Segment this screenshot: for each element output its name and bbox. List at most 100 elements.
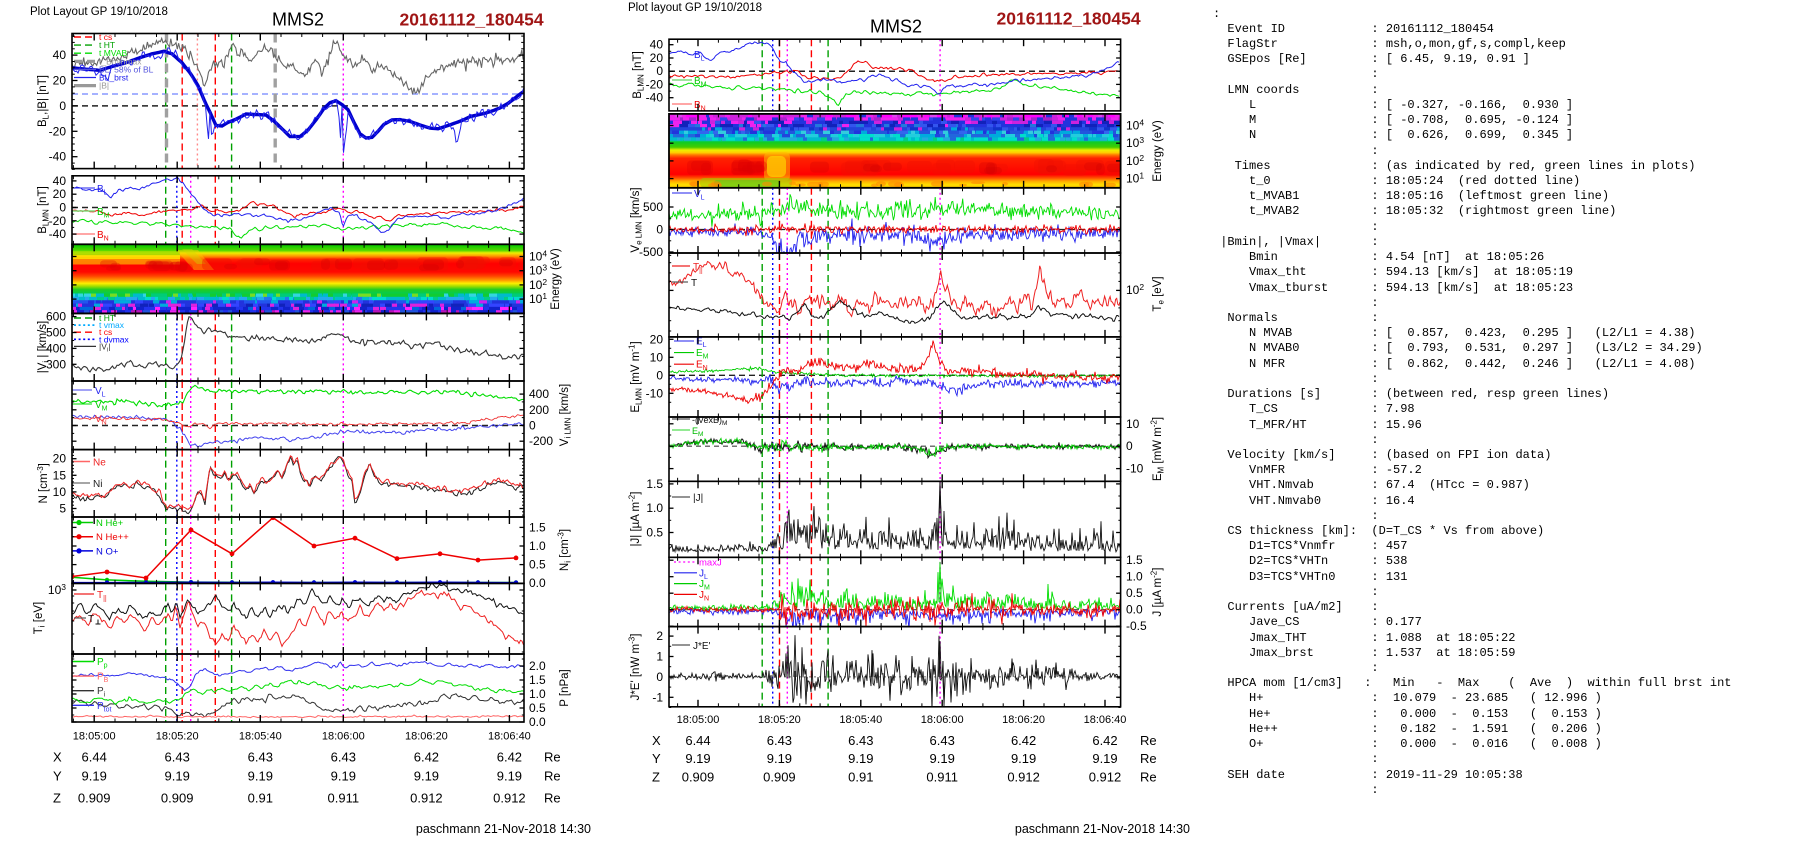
svg-text:Re: Re [544,769,561,784]
svg-text:9.19: 9.19 [497,769,522,784]
svg-text:9.19: 9.19 [414,769,439,784]
svg-text:-0.5: -0.5 [1126,619,1147,633]
svg-text:T: T [691,278,697,289]
svg-text:MMS2: MMS2 [272,10,324,30]
svg-text:300: 300 [46,357,66,371]
svg-text:6.43: 6.43 [930,733,955,748]
svg-text:6.43: 6.43 [165,750,190,765]
svg-text:EM [mW m-2]: EM [mW m-2] [1150,417,1166,481]
svg-text:10: 10 [1126,417,1140,431]
svg-text:VL: VL [694,189,705,202]
svg-text:Ptot: Ptot [97,701,112,714]
svg-text:1.5: 1.5 [529,673,546,687]
svg-text:Y: Y [53,769,62,784]
svg-text:t HT: t HT [99,313,115,323]
svg-text:0.911: 0.911 [328,791,360,806]
svg-text:500: 500 [46,326,66,340]
svg-text:t cs: t cs [99,32,112,42]
svg-text:102: 102 [1126,282,1144,297]
svg-text:6.42: 6.42 [414,750,439,765]
svg-text:9.19: 9.19 [930,751,955,766]
svg-text:18:05:00: 18:05:00 [73,731,116,743]
svg-text:BN: BN [694,100,706,113]
svg-text:MMS2: MMS2 [870,17,922,37]
svg-text:EN: EN [696,360,708,373]
svg-text:20: 20 [650,51,664,65]
svg-text:104: 104 [529,249,547,264]
svg-text:N O+: N O+ [96,546,119,557]
svg-text:20: 20 [650,332,664,346]
svg-text:18:05:20: 18:05:20 [758,714,801,726]
svg-text:-40: -40 [49,150,67,164]
svg-text:600: 600 [46,310,66,324]
svg-text:10: 10 [53,485,67,499]
svg-text:0.912: 0.912 [1007,770,1040,785]
svg-text:101: 101 [529,291,547,306]
svg-text:18:05:40: 18:05:40 [239,731,282,743]
svg-text:0.0: 0.0 [529,576,546,590]
svg-text:102: 102 [1126,153,1144,168]
svg-text:0.912: 0.912 [493,791,526,806]
svg-text:5: 5 [59,502,66,516]
svg-text:0.912: 0.912 [410,791,443,806]
svg-text:paschmann 21-Nov-2018 14:30: paschmann 21-Nov-2018 14:30 [1015,822,1190,836]
svg-text:40: 40 [53,174,67,188]
svg-text:Ve LMN [km/s]: Ve LMN [km/s] [630,187,644,252]
svg-text:Re: Re [544,750,561,765]
svg-text:18:06:00: 18:06:00 [322,731,365,743]
svg-text:0: 0 [529,419,536,433]
svg-text:9.19: 9.19 [82,769,107,784]
svg-text:1.0: 1.0 [646,501,663,515]
svg-text:|J|: |J| [693,493,703,504]
svg-text:VL: VL [95,386,106,399]
svg-text:0: 0 [656,368,663,382]
svg-text:BM: BM [97,207,110,220]
svg-text:BLMN [nT]: BLMN [nT] [632,51,646,99]
svg-text:-40: -40 [646,91,664,105]
svg-text:6.42: 6.42 [497,750,522,765]
svg-text:18:06:20: 18:06:20 [405,731,448,743]
svg-text:102: 102 [529,277,547,292]
svg-text:9.19: 9.19 [248,769,273,784]
svg-text:18:06:40: 18:06:40 [488,731,531,743]
svg-text:18:06:40: 18:06:40 [1084,714,1127,726]
svg-text:BL: BL [97,184,108,197]
svg-text:6.43: 6.43 [848,733,873,748]
svg-text:|Vi | [km/s]: |Vi | [km/s] [37,321,51,374]
svg-text:JN: JN [699,590,709,603]
svg-text:BLMN [nT]: BLMN [nT] [37,186,51,234]
svg-text:0.91: 0.91 [248,791,273,806]
svg-text:maxJ: maxJ [699,558,722,569]
svg-text:X: X [652,733,661,748]
svg-text:Te [eV]: Te [eV] [1152,276,1166,311]
svg-text:9.19: 9.19 [331,769,356,784]
svg-text:JM: JM [699,579,710,592]
svg-text:Plot layout GP 19/10/2018: Plot layout GP 19/10/2018 [628,2,762,14]
svg-text:0: 0 [656,64,663,78]
svg-text:40: 40 [53,48,67,62]
svg-text:0.911: 0.911 [926,770,958,785]
svg-text:1.0: 1.0 [529,539,546,553]
svg-text:2: 2 [656,629,663,643]
svg-text:6.42: 6.42 [1092,733,1117,748]
svg-text:18:05:00: 18:05:00 [677,714,720,726]
svg-text:Energy (eV): Energy (eV) [550,248,562,310]
svg-text:Vi LMN [km/s]: Vi LMN [km/s] [559,384,573,446]
svg-text:T||: T|| [97,590,107,603]
svg-text:EM: EM [692,426,703,438]
svg-text:N [cm-3]: N [cm-3] [36,463,50,503]
svg-text:200: 200 [529,403,549,417]
svg-text:18:06:00: 18:06:00 [921,714,964,726]
svg-text:0: 0 [1126,439,1133,453]
svg-text:20: 20 [53,452,67,466]
svg-text:t dvmax: t dvmax [99,334,130,344]
svg-text:0.912: 0.912 [1089,770,1122,785]
svg-text:6.43: 6.43 [331,750,356,765]
svg-text:BL,|B| [nT]: BL,|B| [nT] [37,75,51,127]
svg-text:Ni: Ni [93,479,102,490]
svg-text:-20: -20 [49,214,67,228]
svg-text:20161112_180454: 20161112_180454 [997,8,1141,28]
svg-text:400: 400 [529,387,549,401]
svg-text:PB: PB [97,672,109,685]
svg-text:9.19: 9.19 [1092,751,1117,766]
